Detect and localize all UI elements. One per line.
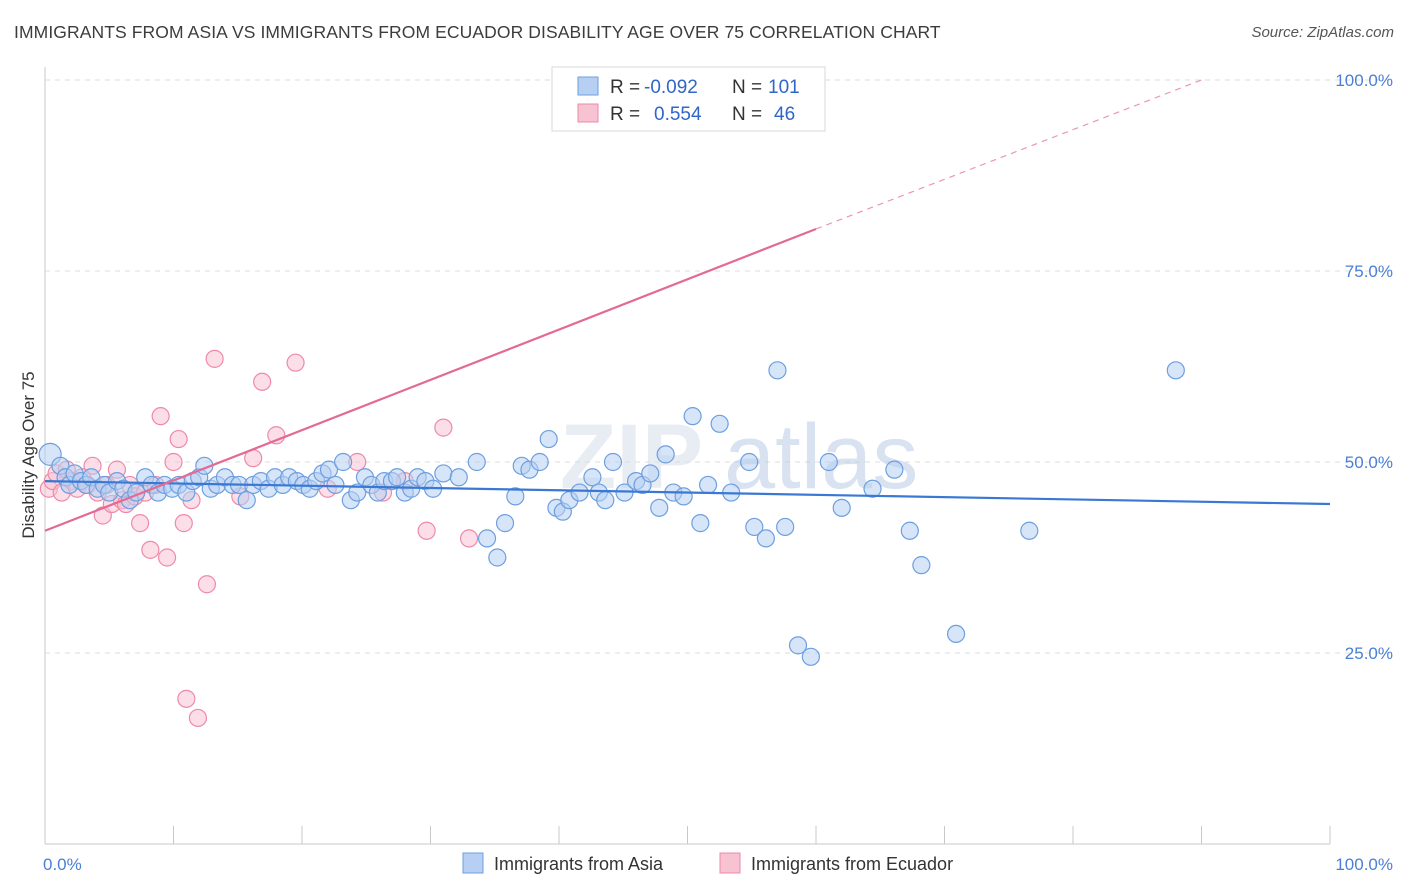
ecuador-point-30 xyxy=(188,708,208,728)
ecuador-point-42 xyxy=(417,521,436,540)
ecuador-points xyxy=(39,70,819,728)
ecuador-point-26 xyxy=(169,429,188,449)
x-tick-label-0: 0.0% xyxy=(43,855,82,874)
asia-point-91 xyxy=(745,517,764,537)
ecuador-point-37 xyxy=(286,353,305,372)
legend-ecuador-r-value: 0.554 xyxy=(654,104,702,125)
asia-point-85 xyxy=(683,407,702,426)
series-legend: Immigrants from Asia Immigrants from Ecu… xyxy=(462,852,953,874)
asia-point-81 xyxy=(650,498,669,517)
chart-title: IMMIGRANTS FROM ASIA VS IMMIGRANTS FROM … xyxy=(14,22,941,42)
legend-ecuador-n-label: N = xyxy=(732,104,762,125)
asia-point-105 xyxy=(1166,361,1185,380)
legend-swatch-ecuador xyxy=(577,103,599,123)
asia-point-101 xyxy=(900,521,919,540)
asia-point-43 xyxy=(326,475,345,495)
asia-point-102 xyxy=(912,556,931,575)
asia-point-84 xyxy=(674,487,693,506)
bottom-legend-swatch-ecuador xyxy=(719,852,741,874)
legend-asia-r-value: -0.092 xyxy=(644,77,698,98)
ecuador-point-31 xyxy=(197,575,217,594)
y-tick-label-2: 75.0% xyxy=(1345,262,1393,281)
asia-point-104 xyxy=(1020,521,1039,540)
asia-point-97 xyxy=(819,452,838,472)
ecuador-point-24 xyxy=(157,548,177,567)
asia-point-100 xyxy=(885,460,904,479)
bottom-legend-ecuador: Immigrants from Ecuador xyxy=(751,854,953,874)
asia-point-87 xyxy=(698,475,718,495)
grid-lines xyxy=(45,79,1392,654)
ecuador-point-21 xyxy=(141,540,160,559)
asia-point-64 xyxy=(506,487,525,506)
ecuador-point-28 xyxy=(177,689,196,708)
asia-point-44 xyxy=(334,452,353,472)
asia-point-75 xyxy=(596,491,615,510)
asia-points xyxy=(38,361,1185,666)
tick-labels: 25.0% 50.0% 75.0% 100.0% 0.0% 100.0% xyxy=(43,71,1393,874)
asia-point-72 xyxy=(570,483,589,502)
bottom-legend-swatch-asia xyxy=(462,852,484,874)
legend-ecuador-n-value: 46 xyxy=(774,104,795,125)
asia-point-92 xyxy=(756,529,775,548)
asia-point-30 xyxy=(237,491,256,510)
asia-point-52 xyxy=(387,468,407,487)
y-tick-label-0: 25.0% xyxy=(1345,644,1393,663)
asia-trend-line xyxy=(44,480,1331,506)
asia-point-68 xyxy=(539,429,558,449)
ecuador-point-19 xyxy=(130,514,150,533)
asia-point-95 xyxy=(788,636,808,655)
asia-point-61 xyxy=(477,529,497,548)
asia-point-96 xyxy=(801,647,820,666)
asia-point-90 xyxy=(740,452,759,472)
asia-point-93 xyxy=(768,361,787,380)
ecuador-point-44 xyxy=(459,529,479,548)
source-label: Source: ZipAtlas.com xyxy=(1251,24,1394,41)
ecuador-point-25 xyxy=(164,452,183,472)
asia-point-42 xyxy=(319,460,339,479)
y-axis-title: Disability Age Over 75 xyxy=(19,371,38,538)
asia-point-98 xyxy=(832,498,851,517)
ecuador-trend-extension xyxy=(815,79,1202,230)
ecuador-point-43 xyxy=(434,418,453,437)
asia-point-94 xyxy=(776,517,795,537)
asia-point-82 xyxy=(656,445,675,464)
legend-swatch-asia xyxy=(577,76,599,96)
y-tick-label-3: 100.0% xyxy=(1335,71,1393,90)
asia-point-67 xyxy=(530,452,549,472)
x-tick-label-1: 100.0% xyxy=(1335,855,1393,874)
asia-point-86 xyxy=(691,514,710,533)
asia-point-60 xyxy=(467,452,486,472)
ecuador-point-32 xyxy=(205,349,224,368)
legend-asia-r-label: R = xyxy=(610,77,640,98)
asia-point-76 xyxy=(603,452,623,472)
asia-point-59 xyxy=(449,468,468,487)
ecuador-trend-line xyxy=(44,227,817,532)
correlation-legend: R = -0.092 N = 101 R = 0.554 N = 46 xyxy=(551,66,826,132)
trend-lines xyxy=(44,79,1331,532)
asia-point-58 xyxy=(434,464,453,483)
asia-point-63 xyxy=(495,514,515,533)
asia-point-73 xyxy=(583,468,602,487)
asia-point-46 xyxy=(348,483,367,502)
asia-point-80 xyxy=(641,464,660,483)
ecuador-point-27 xyxy=(174,514,193,533)
asia-point-103 xyxy=(946,624,966,644)
legend-asia-n-label: N = xyxy=(732,77,762,98)
asia-point-62 xyxy=(488,548,507,567)
ecuador-point-23 xyxy=(151,407,170,426)
legend-asia-n-value: 101 xyxy=(768,77,800,98)
asia-point-99 xyxy=(863,479,882,498)
legend-ecuador-r-label: R = xyxy=(610,104,640,125)
asia-point-88 xyxy=(710,414,729,433)
bottom-legend-asia: Immigrants from Asia xyxy=(494,854,664,874)
ecuador-point-35 xyxy=(253,372,272,391)
y-tick-label-1: 50.0% xyxy=(1345,453,1393,472)
